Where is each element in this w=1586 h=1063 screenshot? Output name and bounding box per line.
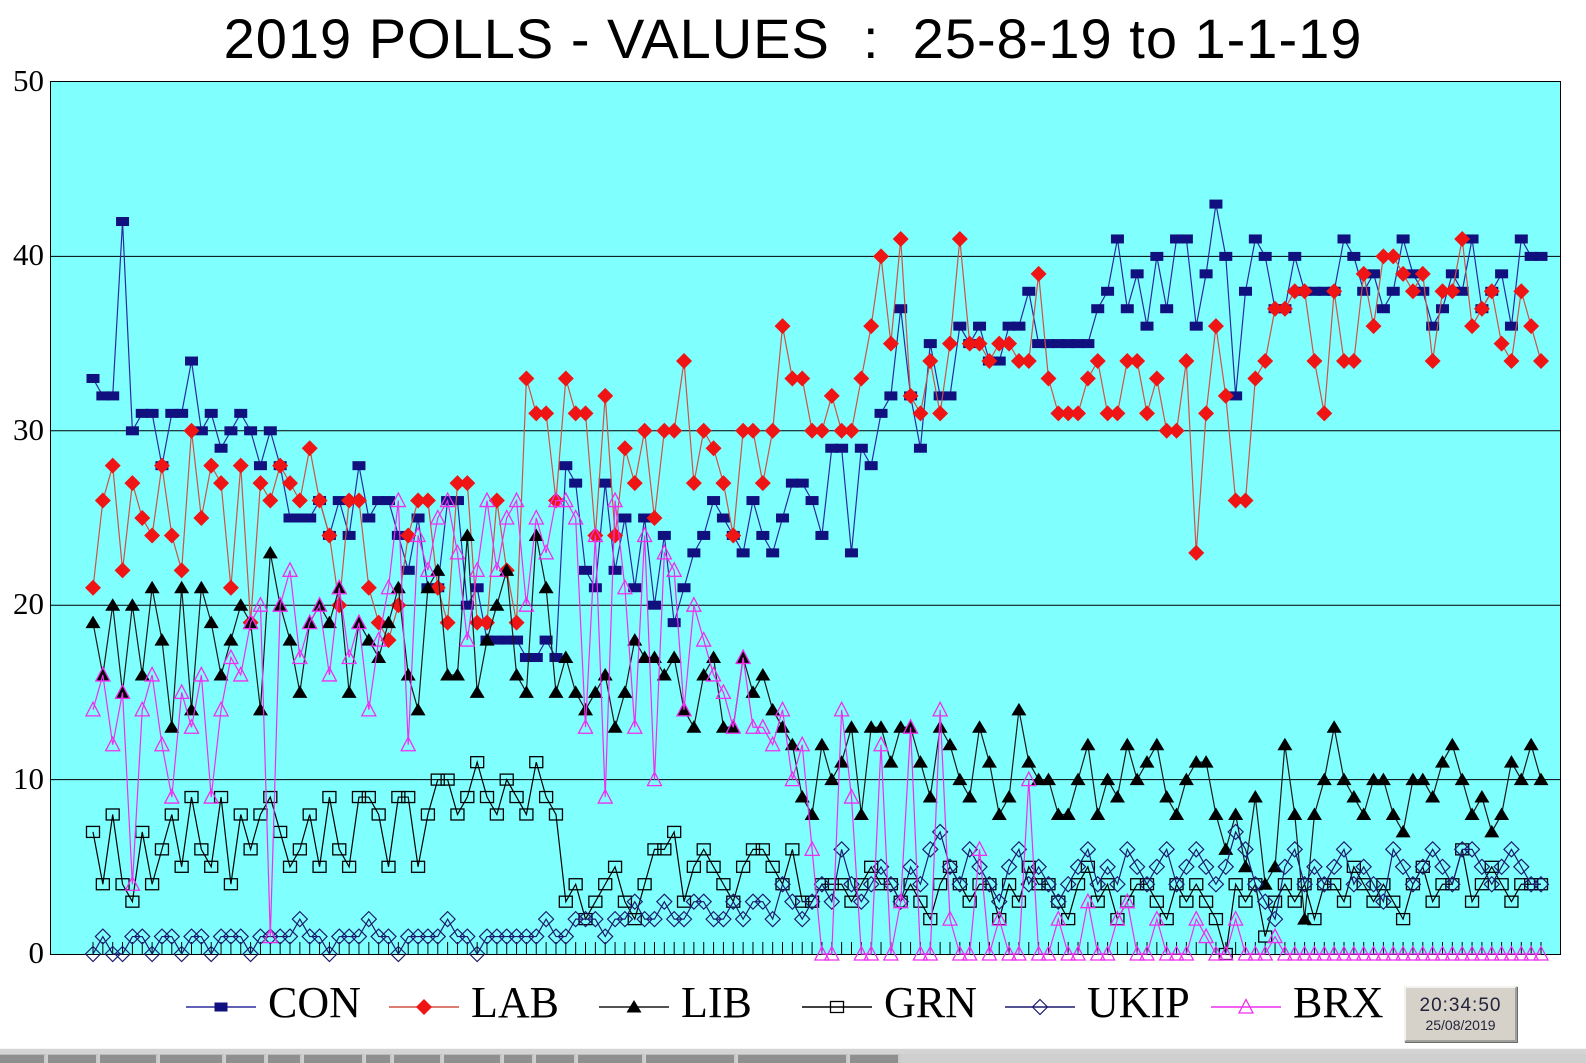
chart-title: 2019 POLLS - VALUES : 25-8-19 to 1-1-19 bbox=[223, 7, 1363, 70]
legend-item-con: CON bbox=[186, 972, 361, 1034]
taskbar-segment[interactable] bbox=[268, 1054, 302, 1063]
chart-legend: CON LAB LIB GRN UKIP BRX bbox=[0, 972, 1586, 1034]
taskbar-segment[interactable] bbox=[366, 1054, 392, 1063]
clock-panel: 20:34:50 25/08/2019 bbox=[1404, 986, 1517, 1042]
legend-label-con: CON bbox=[268, 978, 361, 1027]
taskbar-segment[interactable] bbox=[0, 1054, 46, 1063]
legend-label-grn: GRN bbox=[884, 978, 977, 1027]
brx-marker-icon bbox=[1211, 998, 1281, 1014]
grn-marker-icon bbox=[802, 1000, 872, 1014]
legend-label-lib: LIB bbox=[681, 978, 752, 1027]
plot-canvas bbox=[51, 199, 1560, 963]
clock-date: 25/08/2019 bbox=[1425, 1017, 1496, 1033]
window-edge-strip[interactable] bbox=[0, 1048, 1586, 1063]
series-con bbox=[86, 199, 1548, 663]
series-grn bbox=[85, 756, 1549, 961]
taskbar-segments-row[interactable] bbox=[0, 1054, 1586, 1063]
series-ukip bbox=[84, 823, 1550, 963]
taskbar-segment[interactable] bbox=[646, 1054, 736, 1063]
taskbar-segment[interactable] bbox=[160, 1054, 224, 1063]
legend-item-lib: LIB bbox=[599, 972, 752, 1034]
legend-item-lab: LAB bbox=[389, 972, 559, 1034]
lab-marker-icon bbox=[389, 999, 459, 1015]
series-lab bbox=[85, 230, 1549, 649]
taskbar-segment[interactable] bbox=[100, 1054, 158, 1063]
plot-area bbox=[50, 81, 1561, 963]
y-axis-label-30: 30 bbox=[13, 411, 44, 447]
taskbar-segment[interactable] bbox=[304, 1054, 364, 1063]
lib-marker-icon bbox=[599, 1000, 669, 1013]
y-axis-label-0: 0 bbox=[28, 935, 45, 970]
y-axis-label-50: 50 bbox=[13, 63, 44, 98]
taskbar-segment[interactable] bbox=[850, 1054, 900, 1063]
con-marker-icon bbox=[186, 1002, 256, 1012]
ukip-marker-icon bbox=[1005, 998, 1075, 1016]
series-brx bbox=[84, 491, 1550, 961]
taskbar-segment[interactable] bbox=[394, 1054, 442, 1063]
taskbar-segment[interactable] bbox=[444, 1054, 502, 1063]
taskbar-segment[interactable] bbox=[504, 1054, 534, 1063]
taskbar-segment[interactable] bbox=[226, 1054, 266, 1063]
taskbar-segment[interactable] bbox=[48, 1054, 98, 1063]
taskbar-segment[interactable] bbox=[738, 1054, 848, 1063]
y-axis-label-40: 40 bbox=[13, 237, 44, 273]
y-axis-label-20: 20 bbox=[13, 586, 44, 622]
taskbar-segment[interactable] bbox=[578, 1054, 644, 1063]
legend-item-grn: GRN bbox=[802, 972, 977, 1034]
y-axis-label-10: 10 bbox=[13, 760, 44, 796]
legend-item-brx: BRX bbox=[1211, 972, 1383, 1034]
clock-time: 20:34:50 bbox=[1419, 995, 1502, 1016]
legend-item-ukip: UKIP bbox=[1005, 972, 1190, 1034]
legend-label-ukip: UKIP bbox=[1087, 978, 1190, 1027]
taskbar-segment[interactable] bbox=[536, 1054, 576, 1063]
legend-label-lab: LAB bbox=[471, 978, 559, 1027]
legend-label-brx: BRX bbox=[1293, 978, 1384, 1027]
series-lib bbox=[85, 528, 1549, 925]
